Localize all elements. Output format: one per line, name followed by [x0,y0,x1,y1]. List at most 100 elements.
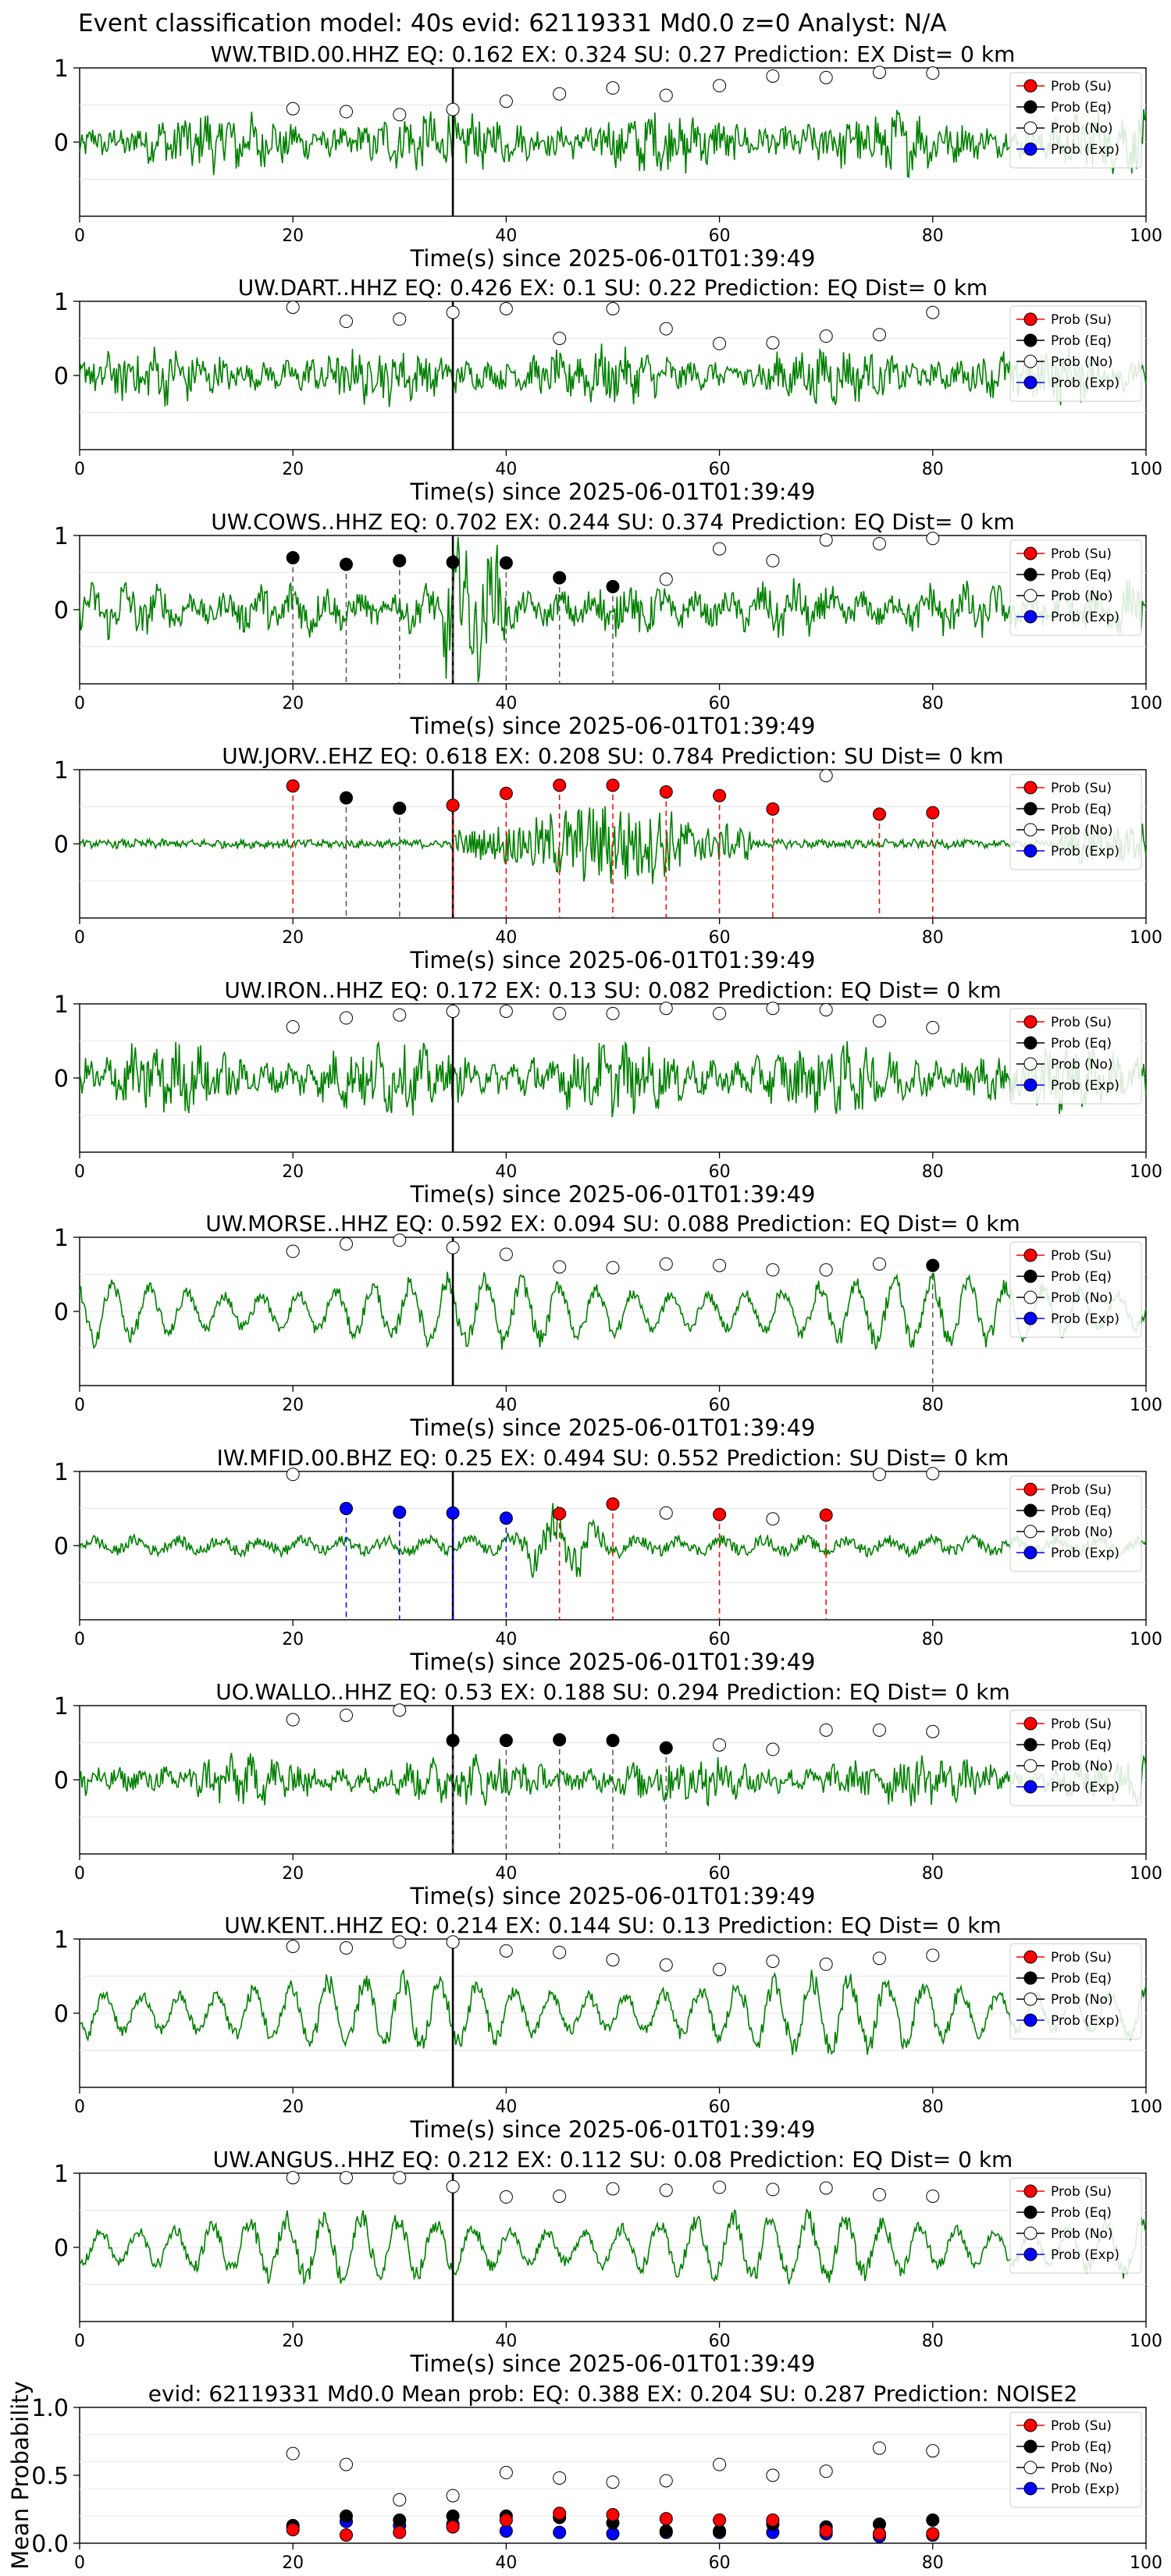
panel-3-ytick-label-0: 0 [54,597,69,624]
panel-8-xtick-label-40: 40 [495,1864,517,1884]
panel-9-point-4 [499,1944,513,1958]
panel-2-legend-marker-su [1023,312,1038,326]
panel-7-point-5 [553,1507,567,1521]
panel-6-legend-label-eq: Prob (Eq) [1051,1269,1112,1285]
panel-10-xtick-label-60: 60 [709,2332,731,2351]
panel-6-xtick-label-40: 40 [495,1396,517,1415]
panel-4-legend-label-exp: Prob (Exp) [1051,844,1119,859]
panel-1-xtick-label-100: 100 [1130,226,1162,246]
panel-9-xtick-label-40: 40 [495,2097,517,2117]
panel-8-point-12 [926,1724,940,1738]
panel-7-point-6 [606,1497,620,1511]
panel-8-legend-marker-eq [1023,1738,1038,1752]
panel-3-legend-label-no: Prob (No) [1051,589,1113,604]
panel-4-xtick-label-80: 80 [922,928,944,948]
panel-4-point-4 [499,786,513,800]
panel-4-point-11 [873,807,886,821]
panel-7-legend-marker-no [1023,1525,1038,1539]
panel-7-point-2 [393,1505,407,1519]
panel-7-xtick-label-80: 80 [922,1630,944,1649]
panel-1-point-5 [553,87,567,101]
panel-10-point-11 [873,2188,886,2202]
figure-suptitle: Event classification model: 40s evid: 62… [78,9,947,37]
panel-6-point-4 [499,1247,513,1261]
panel-5-ytick-label-1: 1 [54,991,69,1019]
panel-9-xlabel: Time(s) since 2025-06-01T01:39:49 [410,2116,816,2143]
panel-10-xtick-label-20: 20 [282,2332,304,2351]
panel-1-point-2 [393,108,407,122]
panel-1-legend-label-no: Prob (No) [1051,121,1113,137]
panel-1-point-12 [926,66,940,80]
panel-6-point-10 [819,1263,833,1277]
panel-8-point-4 [499,1734,513,1748]
panel-6-legend-marker-exp [1023,1311,1038,1325]
panel-2-legend-label-eq: Prob (Eq) [1051,333,1112,349]
panel-10-point-8 [713,2180,727,2194]
panel-10-legend-marker-no [1023,2226,1038,2240]
panel-6-point-7 [659,1257,673,1271]
panel-2-xlabel: Time(s) since 2025-06-01T01:39:49 [410,479,816,505]
panel-5-point-5 [553,1006,567,1020]
panel-9-point-5 [553,1945,567,1959]
panel-3-point-9 [766,553,780,568]
mean-panel-point-no-0 [286,2446,300,2460]
panel-3-point-8 [713,542,727,556]
panel-3-xtick-label-100: 100 [1130,694,1162,713]
mean-panel-xtick-label-40: 40 [495,2553,517,2573]
panel-9-point-9 [766,1955,780,1968]
panel-7-xtick-label-0: 0 [74,1630,85,1649]
panel-3-waveform [79,536,1147,683]
panel-10-point-3 [446,2179,460,2194]
panel-8: UO.WALLO..HHZ EQ: 0.53 EX: 0.188 SU: 0.2… [54,1679,1162,1909]
panel-9-legend-label-exp: Prob (Exp) [1051,2013,1119,2029]
panel-6-legend-marker-no [1023,1290,1038,1304]
panel-3-legend-box [1009,539,1142,636]
mean-panel-xtick-label-80: 80 [922,2553,944,2573]
panel-5-xtick-label-80: 80 [922,1162,944,1182]
panel-10-point-6 [606,2182,620,2196]
panel-9-legend-marker-no [1023,1992,1038,2006]
panel-9-legend-label-su: Prob (Su) [1051,1950,1112,1966]
panel-1-xtick-label-40: 40 [495,226,517,246]
panel-5-legend-marker-no [1023,1057,1038,1071]
panel-10-legend-marker-exp [1023,2247,1038,2261]
panel-2-point-11 [873,328,886,342]
mean-panel-ytick-label-0.5: 0.5 [31,2463,69,2490]
panel-4-legend-box [1009,774,1142,870]
panel-3-point-3 [446,555,460,569]
mean-panel-ylabel: Mean Probability [7,2381,34,2570]
mean-panel-legend-marker-no [1023,2460,1038,2475]
panel-1-ytick-label-0: 0 [54,130,69,157]
mean-panel-point-eq-2 [393,2513,407,2527]
mean-panel-xtick-label-100: 100 [1130,2553,1162,2573]
mean-panel-point-su-3 [446,2520,460,2534]
panel-6-point-8 [713,1258,727,1272]
mean-panel-point-su-7 [659,2512,673,2526]
panel-4-ytick-label-1: 1 [54,757,69,785]
panel-10: UW.ANGUS..HHZ EQ: 0.212 EX: 0.112 SU: 0.… [54,2147,1162,2377]
panel-5-point-4 [499,1005,513,1018]
mean-panel-point-no-10 [819,2464,833,2478]
panel-7-legend-box [1009,1475,1142,1572]
panel-9-legend-box [1009,1943,1142,2040]
mean-panel-point-no-8 [713,2457,727,2471]
mean-panel-legend-box [1009,2411,1142,2508]
mean-panel-point-su-0 [286,2523,300,2537]
panel-7-point-7 [659,1506,673,1520]
panel-8-ytick-label-1: 1 [54,1693,69,1720]
panel-10-xtick-label-80: 80 [922,2332,944,2351]
panel-10-waveform [79,2208,1147,2286]
panel-5-legend-label-exp: Prob (Exp) [1051,1078,1119,1094]
panel-3-xtick-label-20: 20 [282,694,304,713]
panel-3-legend-label-eq: Prob (Eq) [1051,568,1112,583]
panel-4-point-1 [340,791,353,805]
panel-6-xtick-label-0: 0 [74,1396,85,1415]
panel-6-legend-box [1009,1241,1142,1338]
panel-10-point-5 [553,2189,567,2203]
panel-5-xlabel: Time(s) since 2025-06-01T01:39:49 [410,1181,816,1208]
panel-4-xtick-label-20: 20 [282,928,304,948]
panel-1-point-7 [659,88,673,102]
panel-5-point-2 [393,1008,407,1022]
panel-9-ytick-label-1: 1 [54,1927,69,1954]
panel-9-point-3 [446,1935,460,1949]
